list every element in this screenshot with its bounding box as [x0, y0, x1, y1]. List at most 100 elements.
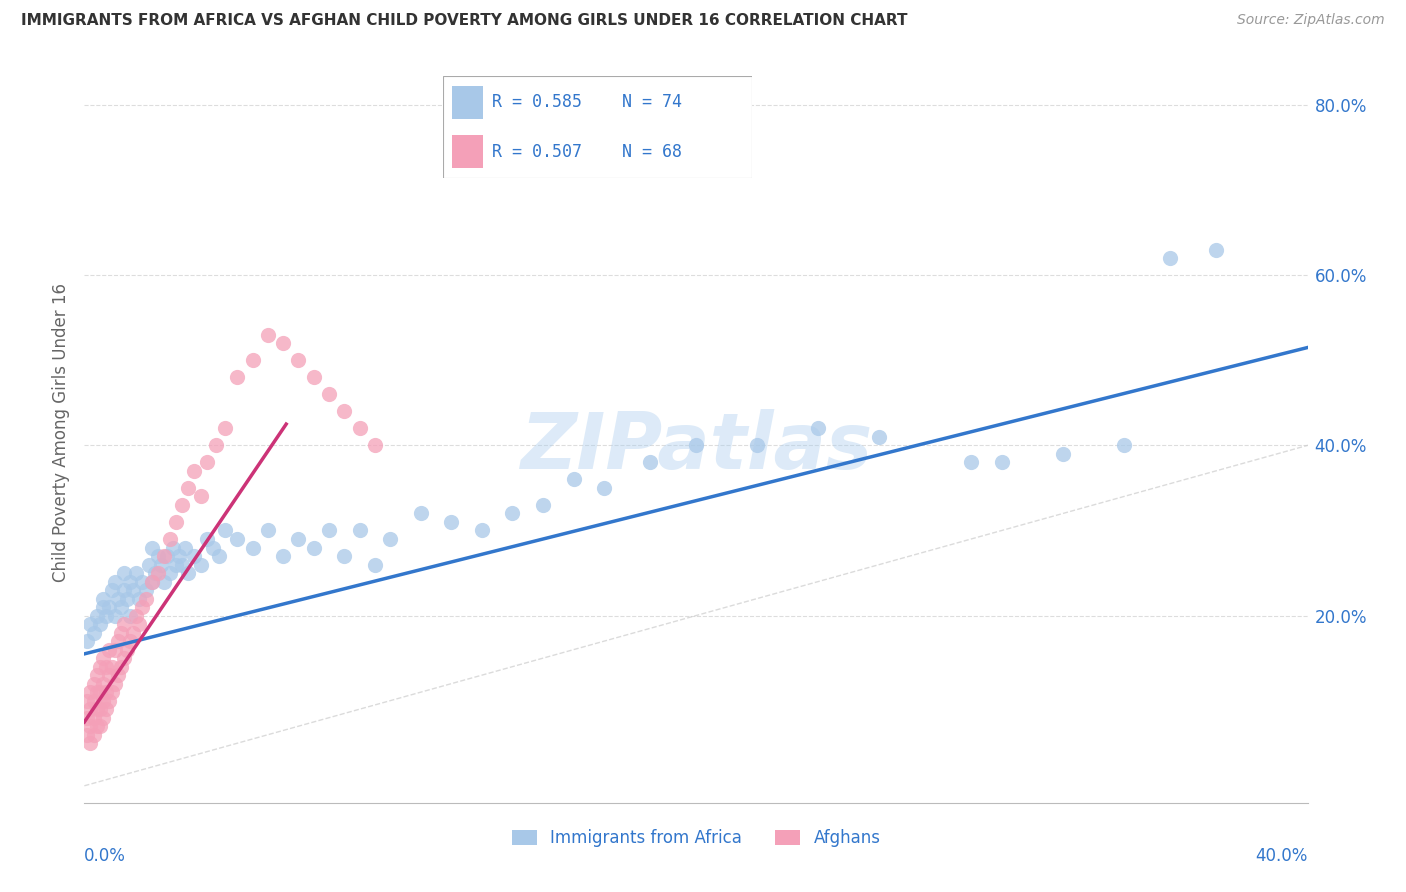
Point [208, 549, 231, 563]
Point [89, 719, 111, 733]
Point [991, 455, 1014, 469]
Point [349, 524, 371, 538]
Point [226, 532, 249, 546]
Point [83, 625, 105, 640]
Point [138, 558, 160, 572]
Point [128, 617, 150, 632]
Point [1114, 438, 1136, 452]
Point [86, 685, 108, 699]
Point [471, 524, 494, 538]
Point [165, 558, 187, 572]
Point [195, 455, 218, 469]
Point [201, 541, 224, 555]
Point [1052, 447, 1074, 461]
Point [91, 694, 114, 708]
Point [531, 498, 554, 512]
Point [110, 625, 132, 640]
Point [242, 353, 264, 368]
Point [79, 685, 101, 699]
Point [125, 566, 148, 580]
Point [302, 370, 325, 384]
Point [214, 524, 236, 538]
Point [86, 668, 108, 682]
Point [79, 719, 101, 733]
Point [107, 591, 129, 606]
Point [86, 719, 108, 733]
Point [91, 651, 114, 665]
Point [91, 711, 114, 725]
Point [104, 642, 127, 657]
Point [86, 702, 108, 716]
Point [271, 549, 294, 563]
Point [131, 574, 153, 589]
Point [83, 711, 105, 725]
Point [177, 481, 200, 495]
Point [146, 566, 169, 580]
Point [94, 685, 117, 699]
Text: Source: ZipAtlas.com: Source: ZipAtlas.com [1237, 13, 1385, 28]
Point [172, 498, 194, 512]
Text: ZIPatlas: ZIPatlas [520, 409, 872, 485]
Point [440, 515, 463, 529]
Point [115, 591, 138, 606]
Point [131, 600, 153, 615]
Point [159, 566, 181, 580]
Point [76, 711, 98, 725]
Point [333, 549, 356, 563]
Bar [453, 87, 484, 119]
Point [89, 702, 111, 716]
Point [97, 694, 120, 708]
Point [91, 600, 114, 615]
Bar [453, 136, 484, 168]
Point [104, 608, 127, 623]
Point [183, 464, 205, 478]
Point [271, 336, 294, 351]
Point [91, 591, 114, 606]
Point [156, 549, 179, 563]
Point [76, 694, 98, 708]
Point [869, 430, 891, 444]
Point [807, 421, 830, 435]
Point [162, 541, 184, 555]
Point [104, 574, 127, 589]
Point [79, 736, 101, 750]
Point [110, 600, 132, 615]
Point [190, 558, 212, 572]
Point [107, 668, 129, 682]
Legend: Immigrants from Africa, Afghans: Immigrants from Africa, Afghans [505, 822, 887, 854]
Point [120, 634, 142, 648]
Point [101, 659, 124, 673]
FancyBboxPatch shape [443, 76, 752, 178]
Point [143, 566, 166, 580]
Point [638, 455, 661, 469]
Point [146, 549, 169, 563]
Point [112, 582, 135, 597]
Point [349, 421, 371, 435]
Text: IMMIGRANTS FROM AFRICA VS AFGHAN CHILD POVERTY AMONG GIRLS UNDER 16 CORRELATION : IMMIGRANTS FROM AFRICA VS AFGHAN CHILD P… [21, 13, 908, 29]
Point [101, 685, 124, 699]
Point [141, 541, 163, 555]
Point [110, 659, 132, 673]
Point [107, 634, 129, 648]
Point [302, 541, 325, 555]
Point [205, 438, 228, 452]
Point [177, 566, 200, 580]
Text: 0.0%: 0.0% [84, 847, 127, 865]
Point [318, 387, 340, 401]
Point [135, 582, 157, 597]
Point [104, 676, 127, 690]
Point [83, 694, 105, 708]
Point [747, 438, 769, 452]
Point [257, 327, 280, 342]
Point [685, 438, 707, 452]
Point [190, 490, 212, 504]
Point [960, 455, 983, 469]
Point [287, 353, 309, 368]
Point [380, 532, 402, 546]
Point [141, 574, 163, 589]
Point [79, 702, 101, 716]
Point [83, 728, 105, 742]
Point [195, 532, 218, 546]
Point [226, 370, 249, 384]
Point [141, 574, 163, 589]
